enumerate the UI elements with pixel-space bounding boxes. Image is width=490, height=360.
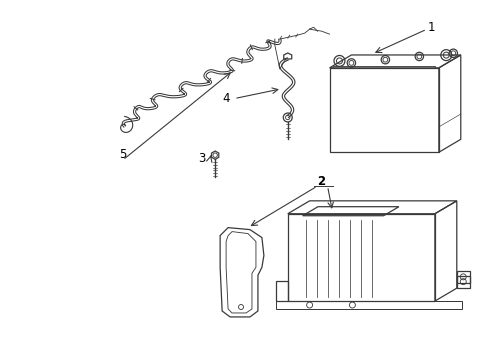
Text: 1: 1 [427, 21, 435, 34]
Text: 3: 3 [198, 152, 206, 165]
Text: 4: 4 [222, 92, 230, 105]
Text: 2: 2 [318, 175, 326, 189]
Text: 5: 5 [119, 148, 126, 161]
